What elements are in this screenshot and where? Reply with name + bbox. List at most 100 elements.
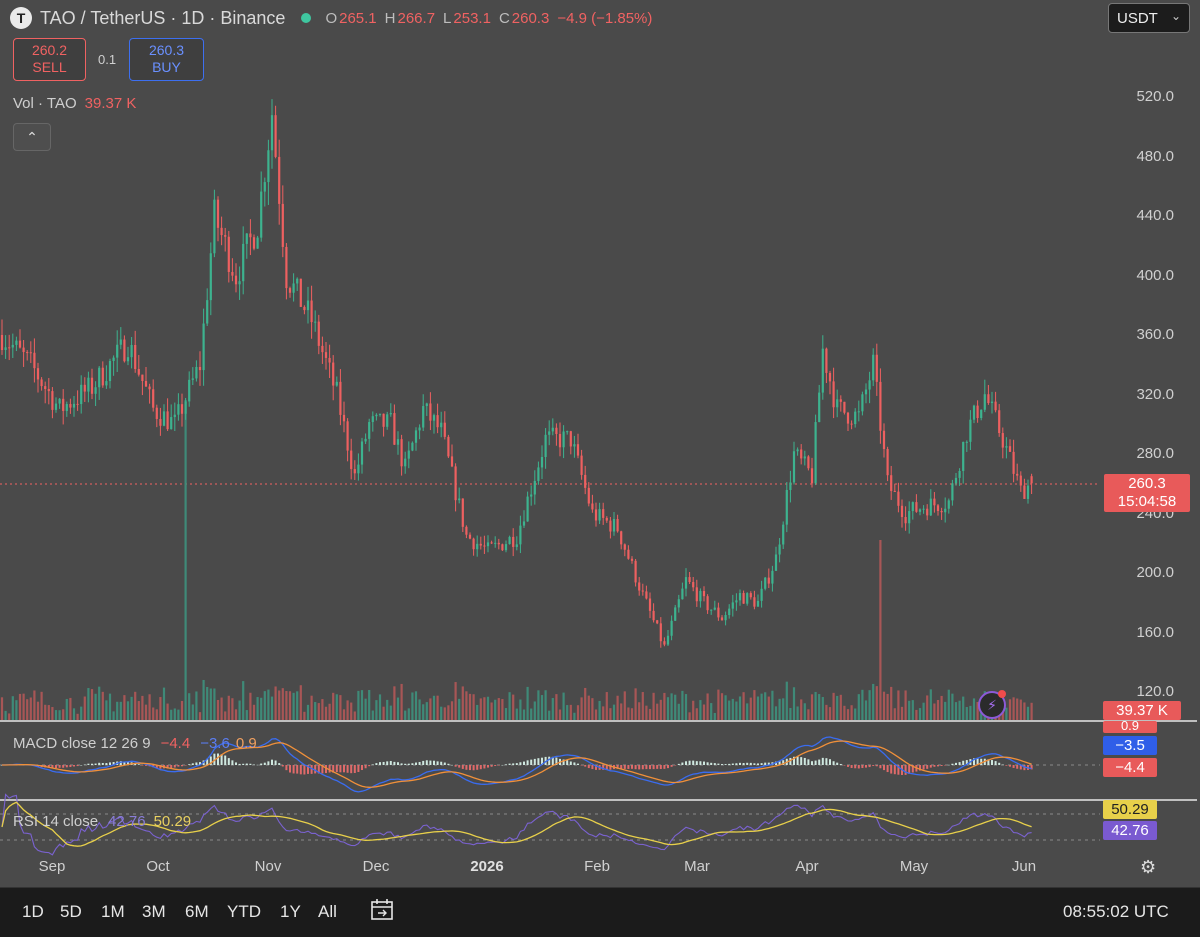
volume-bar [447, 705, 450, 720]
volume-bar [134, 691, 137, 720]
macd-hist-bar [382, 761, 385, 765]
range-button-6m[interactable]: 6M [185, 902, 209, 921]
rsi-tag-purple: 42.76 [1103, 821, 1157, 840]
range-button-3m[interactable]: 3M [142, 902, 166, 921]
candle-body [191, 378, 194, 380]
macd-hist-bar [58, 765, 61, 768]
range-button-ytd[interactable]: YTD [227, 902, 261, 921]
sell-button[interactable]: 260.2 SELL [13, 38, 86, 81]
rsi-legend[interactable]: RSI 14 close 42.76 50.29 [13, 813, 191, 830]
currency-select[interactable]: USDT ⌄ [1108, 3, 1190, 33]
candle-body [11, 344, 14, 348]
candle-body [36, 368, 40, 380]
candle-body [234, 275, 238, 285]
volume-legend[interactable]: Vol · TAO 39.37 K [13, 95, 136, 112]
candle-body [821, 348, 824, 393]
macd-hist-bar [483, 765, 486, 769]
clock-utc[interactable]: 08:55:02 UTC [1063, 902, 1169, 921]
volume-bar [422, 704, 425, 720]
volume-bar [731, 698, 734, 720]
macd-hist-bar [508, 763, 511, 765]
volume-bar [144, 704, 148, 720]
candle-body [882, 430, 886, 450]
last-price-value: 260.3 [1128, 475, 1166, 492]
range-button-1d[interactable]: 1D [22, 902, 44, 921]
candle-body [864, 389, 868, 395]
candle-body [461, 498, 464, 527]
macd-hist-bar [922, 765, 925, 770]
candle-body [94, 387, 97, 394]
candle-body [735, 600, 738, 603]
symbol-title[interactable]: TAO / TetherUS · 1D · Binance [40, 7, 286, 28]
candle-body [288, 288, 292, 293]
volume-bar [152, 707, 155, 720]
volume-bar [465, 691, 468, 720]
macd-hist-bar [62, 765, 65, 768]
volume-bar [396, 697, 400, 720]
macd-hist-bar [364, 765, 367, 769]
volume-bar [688, 712, 691, 720]
buy-button[interactable]: 260.3 BUY [129, 38, 204, 81]
volume-bar [130, 696, 133, 720]
range-button-1y[interactable]: 1Y [280, 902, 301, 921]
candle-body [15, 340, 18, 345]
volume-bar [900, 706, 904, 720]
symbol-header[interactable]: T TAO / TetherUS · 1D · Binance O 265.1 H… [10, 6, 660, 30]
candle-body [425, 403, 428, 407]
macd-hist-bar [328, 765, 331, 773]
candle-body [587, 487, 590, 504]
volume-bar [404, 710, 407, 720]
macd-hist-bar [692, 760, 695, 765]
macd-hist-bar [429, 760, 432, 765]
volume-bar [170, 709, 173, 720]
candle-body [4, 347, 7, 350]
volume-bar [411, 692, 414, 720]
volume-bar [738, 696, 742, 720]
range-button-1m[interactable]: 1M [101, 902, 125, 921]
candle-body [404, 458, 407, 467]
collapse-legend-button[interactable]: ⌃ [13, 123, 51, 151]
macd-hist-bar [389, 760, 392, 765]
candle-body [731, 602, 734, 609]
spread-value: 0.1 [98, 52, 117, 67]
candle-body [522, 521, 526, 526]
candle-body [875, 354, 878, 382]
chart-canvas[interactable] [0, 0, 1200, 887]
candle-body [1023, 485, 1026, 499]
macd-hist-bar [400, 763, 403, 765]
candle-body [126, 357, 130, 362]
macd-hist-bar [886, 765, 889, 773]
buy-price: 260.3 [148, 42, 185, 58]
candle-body [72, 403, 76, 408]
candle-body [789, 482, 792, 490]
range-button-5d[interactable]: 5D [60, 902, 82, 921]
volume-bar [659, 699, 662, 720]
candle-body [497, 542, 500, 545]
macd-hist-bar [91, 763, 93, 765]
date-range-calendar-icon[interactable] [369, 897, 395, 928]
volume-bar [209, 688, 212, 720]
macd-hist-bar [663, 765, 666, 769]
macd-legend[interactable]: MACD close 12 26 9 −4.4 −3.6 0.9 [13, 735, 257, 752]
candle-body [774, 554, 778, 571]
candle-body [771, 570, 774, 584]
macd-hist-bar [443, 762, 446, 765]
macd-hist-bar [796, 756, 799, 765]
candle-body [65, 404, 68, 411]
macd-hist-bar [638, 765, 641, 770]
macd-hist-bar [184, 765, 187, 766]
range-button-all[interactable]: All [318, 902, 337, 921]
macd-hist-bar [627, 765, 630, 769]
candle-body [134, 344, 137, 370]
candle-body [195, 366, 198, 379]
candle-body [321, 345, 324, 353]
rsi-legend-label: RSI 14 close [13, 813, 99, 830]
settings-gear-icon[interactable]: ⚙ [1140, 857, 1157, 877]
macd-hist-bar [685, 761, 687, 765]
macd-hist-bar [335, 765, 338, 773]
candle-body [818, 392, 821, 423]
candle-body [1008, 446, 1012, 452]
candle-body [861, 394, 864, 412]
macd-hist-bar [965, 760, 968, 765]
macd-hist-bar [947, 764, 950, 766]
